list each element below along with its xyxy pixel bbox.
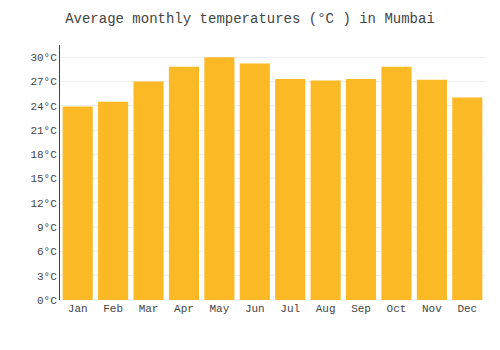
- svg-text:Nov: Nov: [422, 303, 442, 315]
- svg-text:9°C: 9°C: [37, 222, 57, 234]
- svg-text:15°C: 15°C: [30, 173, 57, 185]
- svg-text:May: May: [209, 303, 229, 315]
- svg-text:Sep: Sep: [351, 303, 371, 315]
- svg-text:Dec: Dec: [457, 303, 477, 315]
- svg-text:24°C: 24°C: [30, 101, 57, 113]
- svg-text:27°C: 27°C: [30, 76, 57, 88]
- svg-text:30°C: 30°C: [30, 52, 57, 64]
- svg-text:Mar: Mar: [139, 303, 159, 315]
- svg-text:0°C: 0°C: [37, 295, 57, 307]
- svg-text:Feb: Feb: [103, 303, 123, 315]
- svg-text:6°C: 6°C: [37, 246, 57, 258]
- svg-text:3°C: 3°C: [37, 271, 57, 283]
- svg-text:Average monthly temperatures (: Average monthly temperatures (°C ) in Mu…: [65, 11, 435, 27]
- svg-text:Jan: Jan: [68, 303, 88, 315]
- svg-text:Oct: Oct: [387, 303, 407, 315]
- svg-text:18°C: 18°C: [30, 149, 57, 161]
- svg-text:12°C: 12°C: [30, 198, 57, 210]
- svg-text:Jun: Jun: [245, 303, 265, 315]
- svg-text:Aug: Aug: [316, 303, 336, 315]
- svg-text:21°C: 21°C: [30, 125, 57, 137]
- svg-text:Jul: Jul: [280, 303, 300, 315]
- svg-text:Apr: Apr: [174, 303, 194, 315]
